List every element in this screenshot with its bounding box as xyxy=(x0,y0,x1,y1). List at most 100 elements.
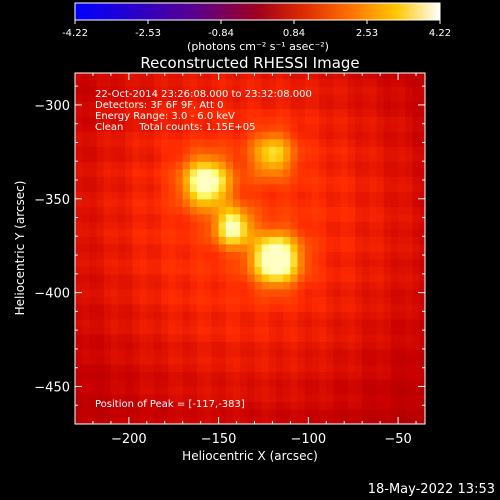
heatmap-cell xyxy=(268,378,277,388)
heatmap-cell xyxy=(139,408,148,418)
heatmap-cell xyxy=(319,401,327,410)
heatmap-cell xyxy=(383,221,392,230)
heatmap-cell xyxy=(139,131,148,140)
heatmap-cell xyxy=(118,341,126,350)
heatmap-cell xyxy=(405,206,414,215)
heatmap-cell xyxy=(218,416,227,424)
heatmap-cell xyxy=(283,138,291,147)
heatmap-cell xyxy=(232,288,241,297)
heatmap-cell xyxy=(110,213,119,222)
heatmap-cell xyxy=(347,386,356,395)
heatmap-cell xyxy=(232,378,241,388)
heatmap-cell xyxy=(225,296,234,305)
heatmap-cell xyxy=(168,326,177,335)
heatmap-cell xyxy=(161,281,169,290)
heatmap-cell xyxy=(225,341,234,350)
heatmap-cell xyxy=(197,266,205,275)
heatmap-cell xyxy=(232,86,241,95)
heatmap-cell xyxy=(311,146,320,155)
heatmap-cell xyxy=(240,131,248,140)
colorbar-gradient xyxy=(74,2,441,21)
heatmap-cell xyxy=(333,228,342,237)
heatmap-cell xyxy=(347,393,356,403)
heatmap-cell xyxy=(398,176,406,185)
heatmap-cell xyxy=(125,198,134,207)
heatmap-cell xyxy=(405,326,414,335)
heatmap-cell xyxy=(132,221,141,230)
heatmap-cell xyxy=(376,363,385,373)
heatmap-cell xyxy=(232,243,241,252)
heatmap-cell xyxy=(254,408,263,418)
heatmap-cell xyxy=(333,161,342,170)
heatmap-cell xyxy=(261,116,270,125)
heatmap-cell xyxy=(419,303,425,312)
heatmap-cell xyxy=(383,206,392,215)
heatmap-cell xyxy=(118,191,126,200)
heatmap-cell xyxy=(118,131,126,140)
heatmap-cell xyxy=(161,116,169,125)
heatmap-cell xyxy=(326,146,335,155)
heatmap-cell xyxy=(161,416,169,424)
heatmap-cell xyxy=(204,228,213,237)
heatmap-cell xyxy=(276,131,284,140)
heatmap-cell xyxy=(362,78,370,87)
heatmap-cell xyxy=(218,356,227,365)
heatmap-cell xyxy=(355,221,363,230)
heatmap-cell xyxy=(347,176,356,185)
heatmap-cell xyxy=(75,258,83,267)
heatmap-cell xyxy=(161,311,169,320)
heatmap-cell xyxy=(218,198,227,207)
heatmap-cell xyxy=(297,416,306,424)
heatmap-cell xyxy=(204,236,213,245)
heatmap-cell xyxy=(153,73,162,80)
heatmap-cell xyxy=(218,326,227,335)
heatmap-cell xyxy=(110,281,119,290)
heatmap-cell xyxy=(390,146,399,155)
heatmap-cell xyxy=(225,168,234,177)
heatmap-cell xyxy=(376,378,385,388)
heatmap-cell xyxy=(247,176,256,185)
heatmap-cell xyxy=(376,348,385,358)
heatmap-cell xyxy=(132,93,141,102)
heatmap-cell xyxy=(326,198,335,207)
heatmap-cell xyxy=(319,93,327,102)
heatmap-cell xyxy=(355,266,363,275)
heatmap-cell xyxy=(290,371,299,380)
colorbar-tick-label: 0.84 xyxy=(283,28,305,39)
heatmap-cell xyxy=(175,266,184,275)
heatmap-cell xyxy=(225,206,234,215)
heatmap-cell xyxy=(96,318,105,327)
heatmap-cell xyxy=(118,296,126,305)
heatmap-cell xyxy=(412,198,421,207)
heatmap-cell xyxy=(240,236,248,245)
heatmap-cell xyxy=(247,153,256,162)
heatmap-cell xyxy=(168,416,177,424)
heatmap-cell xyxy=(161,73,169,80)
heatmap-cell xyxy=(369,266,378,275)
heatmap-cell xyxy=(240,378,248,388)
heatmap-cell xyxy=(254,221,263,230)
heatmap-cell xyxy=(355,206,363,215)
heatmap-cell xyxy=(311,251,320,260)
heatmap-cell xyxy=(355,78,363,87)
heatmap-cell xyxy=(139,341,148,350)
heatmap-cell xyxy=(390,198,399,207)
heatmap-cell xyxy=(326,131,335,140)
heatmap-cell xyxy=(261,348,270,358)
heatmap-cell xyxy=(110,318,119,327)
heatmap-cell xyxy=(96,326,105,335)
heatmap-cell xyxy=(390,168,399,177)
heatmap-cell xyxy=(254,311,263,320)
heatmap-cell xyxy=(218,138,227,147)
heatmap-cell xyxy=(304,311,313,320)
heatmap-cell xyxy=(197,153,205,162)
heatmap-cell xyxy=(175,243,184,252)
heatmap-cell xyxy=(398,333,406,343)
heatmap-cell xyxy=(232,108,241,117)
heatmap-cell xyxy=(89,281,98,290)
heatmap-cell xyxy=(225,386,234,395)
heatmap-cell xyxy=(304,288,313,297)
heatmap-cell xyxy=(204,108,213,117)
heatmap-cell xyxy=(175,236,184,245)
heatmap-cell xyxy=(182,101,191,110)
